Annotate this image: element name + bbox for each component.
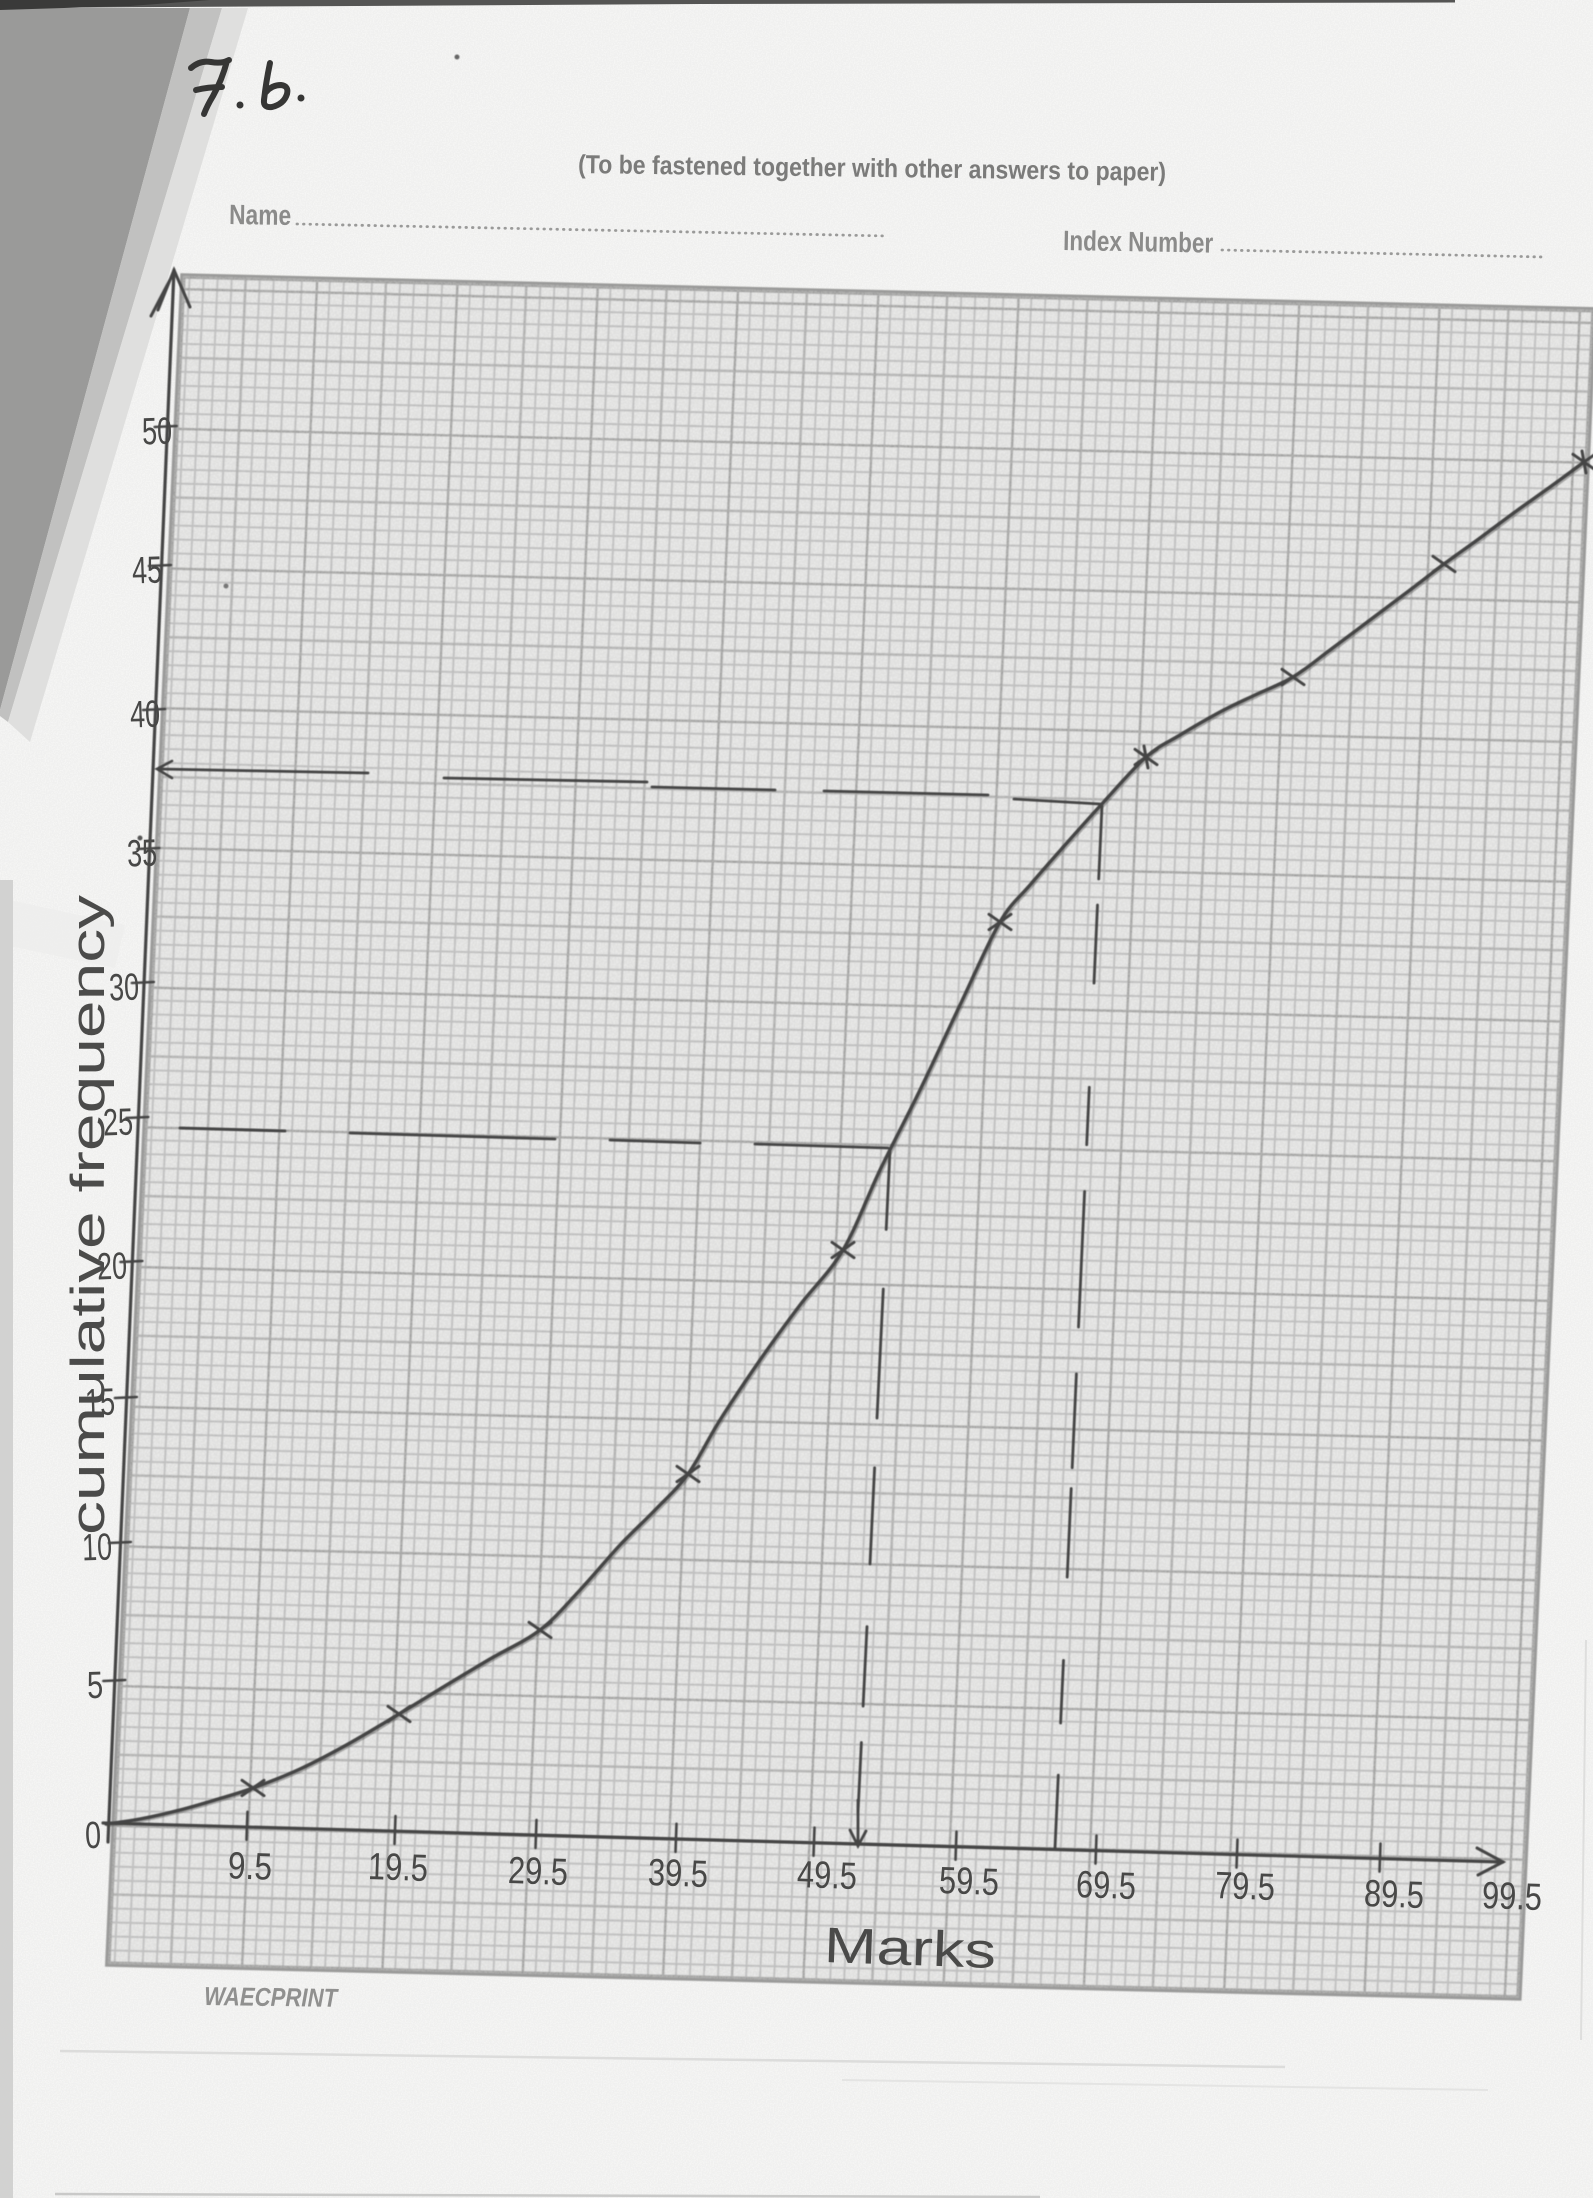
- svg-text:19.5: 19.5: [367, 1846, 428, 1890]
- svg-text:79.5: 79.5: [1214, 1865, 1275, 1909]
- svg-text:25: 25: [102, 1101, 133, 1144]
- svg-text:Name: Name: [229, 199, 291, 231]
- svg-text:35: 35: [126, 832, 157, 875]
- svg-text:0: 0: [84, 1815, 101, 1858]
- svg-text:89.5: 89.5: [1363, 1873, 1424, 1917]
- svg-text:59.5: 59.5: [938, 1860, 999, 1904]
- svg-text:9.5: 9.5: [227, 1845, 272, 1889]
- svg-text:30: 30: [108, 966, 139, 1009]
- svg-text:15: 15: [84, 1381, 115, 1424]
- svg-text:29.5: 29.5: [507, 1850, 568, 1894]
- svg-text:69.5: 69.5: [1075, 1864, 1136, 1908]
- svg-text:50: 50: [141, 410, 172, 453]
- svg-text:49.5: 49.5: [796, 1854, 857, 1898]
- svg-text:99.5: 99.5: [1481, 1875, 1542, 1919]
- svg-text:40: 40: [129, 693, 160, 736]
- svg-text:WAECPRINT: WAECPRINT: [204, 1981, 339, 2013]
- svg-text:Index Number: Index Number: [1063, 225, 1214, 259]
- svg-text:cumulative frequency: cumulative frequency: [61, 894, 114, 1535]
- svg-text:Marks: Marks: [823, 1917, 997, 1979]
- svg-text:5: 5: [86, 1665, 103, 1708]
- svg-text:45: 45: [131, 549, 162, 592]
- svg-text:39.5: 39.5: [647, 1852, 708, 1896]
- svg-text:10: 10: [81, 1526, 112, 1569]
- svg-text:20: 20: [96, 1245, 127, 1288]
